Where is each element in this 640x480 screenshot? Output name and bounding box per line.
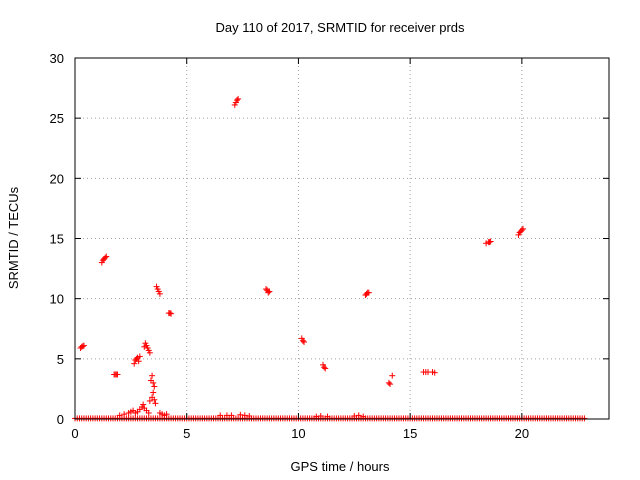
y-tick-label: 0 (57, 412, 64, 427)
data-point (150, 379, 157, 386)
data-point (301, 338, 308, 345)
y-axis-label: SRMTID / TECUs (6, 186, 21, 289)
data-point (518, 227, 525, 234)
data-points (72, 95, 588, 422)
data-point (487, 238, 494, 245)
data-point (321, 364, 328, 371)
data-point (103, 253, 110, 260)
data-point (581, 415, 588, 422)
data-point (486, 239, 493, 246)
x-tick-label: 20 (515, 426, 529, 441)
x-tick-label: 5 (183, 426, 190, 441)
data-point (519, 225, 526, 232)
grid-lines (75, 58, 609, 419)
data-point (146, 349, 153, 356)
data-point (149, 372, 156, 379)
data-point (431, 369, 438, 376)
y-tick-label: 30 (50, 51, 64, 66)
data-point (166, 310, 173, 317)
y-tick-label: 25 (50, 111, 64, 126)
data-point (266, 288, 273, 295)
y-tick-label: 20 (50, 171, 64, 186)
data-point (168, 310, 175, 317)
y-tick-label: 10 (50, 292, 64, 307)
data-point (146, 397, 153, 404)
x-axis-label: GPS time / hours (291, 459, 390, 474)
x-tick-label: 0 (71, 426, 78, 441)
data-point (136, 353, 143, 360)
data-point (265, 289, 272, 296)
data-point (151, 383, 158, 390)
data-point (365, 289, 372, 296)
data-point (263, 286, 270, 293)
axis-ticks: 0 5 10 15 20 0 5 10 15 20 25 30 (50, 51, 609, 441)
x-tick-label: 15 (403, 426, 417, 441)
data-point (150, 389, 157, 396)
data-point (233, 97, 240, 104)
data-point (102, 254, 109, 261)
data-point (389, 372, 396, 379)
data-point (145, 409, 152, 416)
data-point (299, 337, 306, 344)
data-point (385, 379, 392, 386)
data-point (114, 371, 121, 378)
data-point (131, 360, 138, 367)
data-point (152, 400, 159, 407)
data-point (80, 342, 87, 349)
chart-title: Day 110 of 2017, SRMTID for receiver prd… (215, 20, 465, 35)
data-point (156, 290, 163, 297)
y-tick-label: 15 (50, 232, 64, 247)
data-point (322, 365, 329, 372)
data-point (387, 381, 394, 388)
data-point (140, 401, 147, 408)
y-tick-label: 5 (57, 352, 64, 367)
data-point (235, 95, 242, 102)
data-point (151, 396, 158, 403)
x-tick-label: 10 (291, 426, 305, 441)
data-point (135, 358, 142, 365)
data-point (79, 343, 86, 350)
